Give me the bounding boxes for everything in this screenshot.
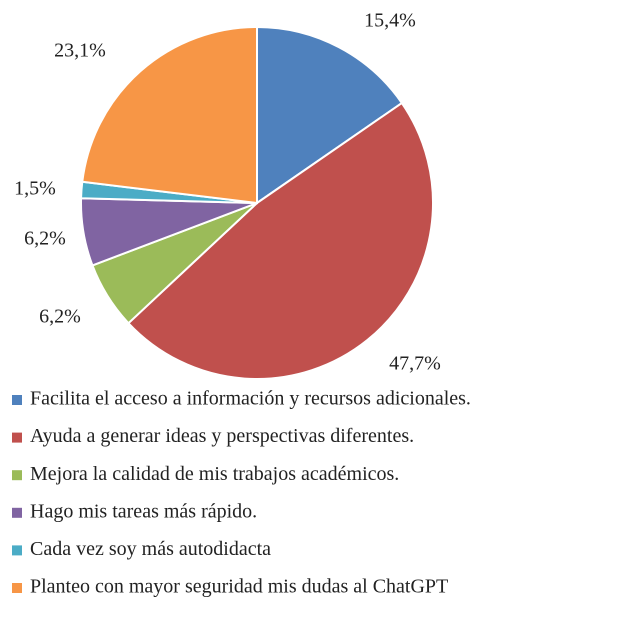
legend-swatch bbox=[12, 395, 22, 405]
legend-label: Facilita el acceso a información y recur… bbox=[30, 388, 471, 410]
data-label: 15,4% bbox=[364, 10, 416, 32]
data-label: 6,2% bbox=[24, 228, 66, 250]
legend-label: Hago mis tareas más rápido. bbox=[30, 500, 257, 522]
legend-label: Mejora la calidad de mis trabajos académ… bbox=[30, 463, 399, 485]
legend-swatch bbox=[12, 507, 22, 518]
legend-swatch bbox=[12, 583, 22, 593]
pie-slice bbox=[127, 101, 434, 380]
legend-label: Ayuda a generar ideas y perspectivas dif… bbox=[30, 425, 414, 447]
data-label: 1,5% bbox=[14, 178, 56, 200]
data-label: 47,7% bbox=[389, 353, 441, 375]
data-label: 6,2% bbox=[39, 306, 81, 328]
legend-label: Planteo con mayor seguridad mis dudas al… bbox=[30, 576, 448, 598]
legend-swatch bbox=[12, 470, 22, 481]
legend-swatch bbox=[12, 545, 22, 556]
pie-slice bbox=[81, 25, 258, 205]
pie-slice bbox=[256, 25, 404, 205]
legend-swatch bbox=[12, 432, 22, 443]
data-label: 23,1% bbox=[54, 40, 106, 62]
legend-label: Cada vez soy más autodidacta bbox=[30, 538, 271, 560]
